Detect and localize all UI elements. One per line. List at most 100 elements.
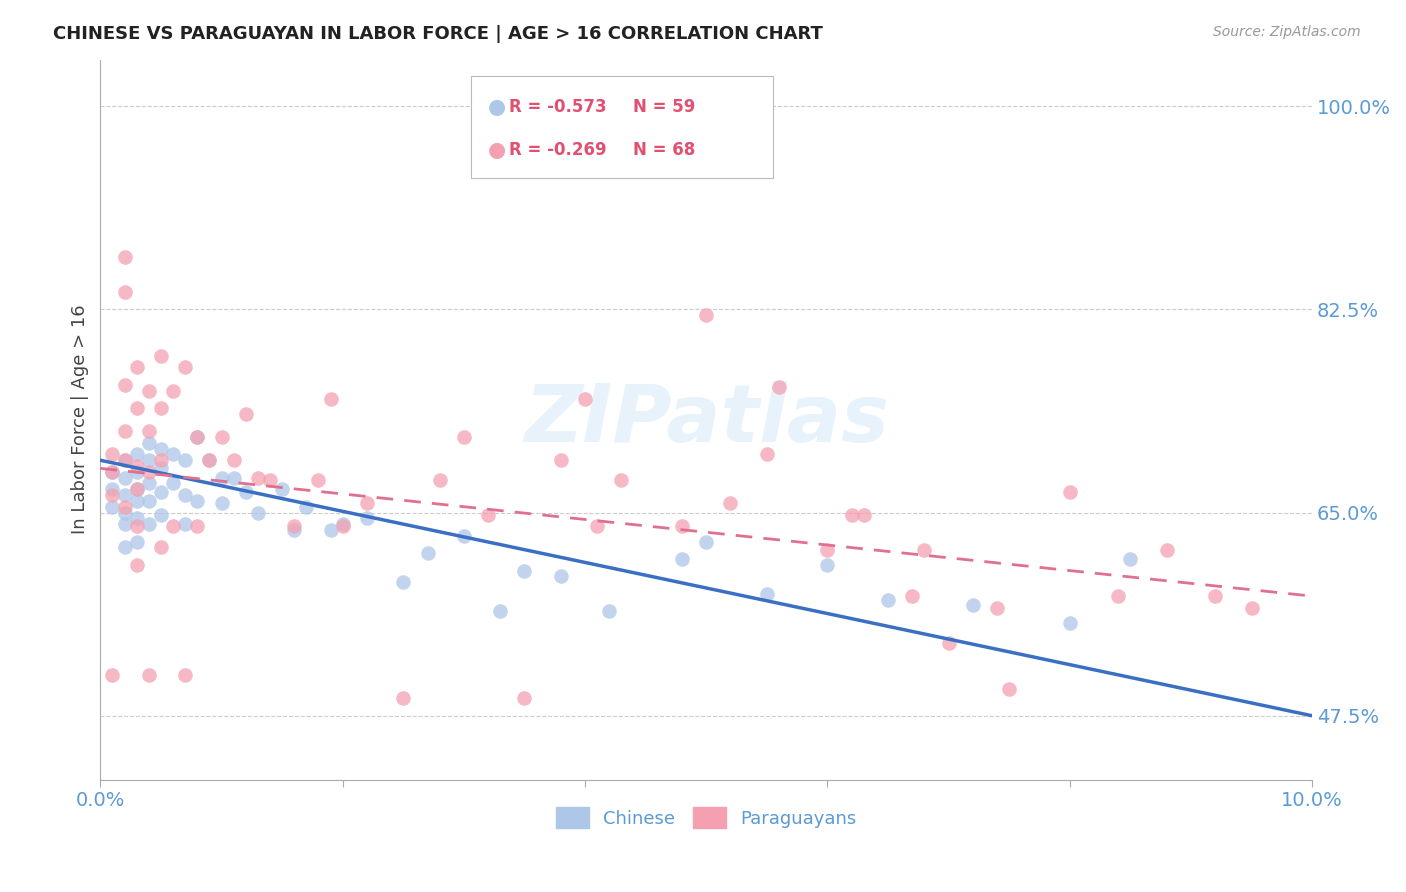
Point [114,250,136,264]
Point [174,668,197,682]
Point [671,552,693,566]
Point [101,465,124,479]
Point [125,511,148,525]
Y-axis label: In Labor Force | Age > 16: In Labor Force | Age > 16 [72,305,89,534]
Point [114,488,136,502]
Point [962,599,984,613]
Point [815,542,838,557]
Point [125,558,148,572]
Point [815,558,838,572]
Point [1156,542,1178,557]
Point [912,542,935,557]
Point [453,529,475,543]
Text: ●: ● [488,140,506,160]
Point [149,461,172,475]
Point [125,465,148,479]
Point [1240,600,1263,615]
Text: CHINESE VS PARAGUAYAN IN LABOR FORCE | AGE > 16 CORRELATION CHART: CHINESE VS PARAGUAYAN IN LABOR FORCE | A… [53,25,824,43]
Point [259,473,281,487]
Point [125,519,148,533]
Point [986,600,1008,615]
Point [720,496,742,510]
Point [1204,589,1226,603]
Point [138,465,160,479]
Point [586,519,609,533]
Point [114,471,136,485]
Text: R = -0.269: R = -0.269 [509,141,606,159]
Point [695,534,717,549]
Point [125,494,148,508]
Point [198,453,221,467]
Point [125,360,148,375]
Point [162,384,184,398]
Point [222,471,245,485]
Point [162,519,184,533]
Point [125,458,148,473]
Point [246,506,269,520]
Text: Source: ZipAtlas.com: Source: ZipAtlas.com [1213,25,1361,39]
Point [138,476,160,491]
Point [295,500,318,514]
Point [138,424,160,438]
Point [222,453,245,467]
Point [149,442,172,456]
Point [114,285,136,299]
Point [550,569,572,583]
Text: R = -0.573: R = -0.573 [509,97,606,116]
Point [610,473,633,487]
Point [114,541,136,555]
Point [1119,552,1142,566]
Point [356,496,378,510]
Point [332,519,354,533]
Point [1107,589,1129,603]
Point [198,453,221,467]
Point [235,407,257,421]
Point [138,384,160,398]
Legend: Chinese, Paraguayans: Chinese, Paraguayans [548,800,863,836]
Point [149,453,172,467]
Point [114,453,136,467]
Point [852,508,875,522]
Point [392,575,415,590]
Point [149,401,172,415]
Text: N = 68: N = 68 [633,141,695,159]
Point [768,380,790,394]
Point [211,471,233,485]
Point [332,517,354,532]
Point [671,519,693,533]
Text: ZIPatlas: ZIPatlas [524,381,889,458]
Point [246,471,269,485]
Point [186,430,208,444]
Point [114,424,136,438]
Point [138,668,160,682]
Point [1059,615,1081,630]
Point [998,681,1021,696]
Point [149,484,172,499]
Point [938,635,960,649]
Point [138,453,160,467]
Point [841,508,863,522]
Point [550,453,572,467]
Point [125,534,148,549]
Point [319,523,342,537]
Point [877,592,900,607]
Point [186,430,208,444]
Point [283,523,305,537]
Point [416,546,439,560]
Point [101,668,124,682]
Point [598,604,620,618]
Point [186,494,208,508]
Point [174,488,197,502]
Point [114,506,136,520]
Point [453,430,475,444]
Point [101,447,124,461]
Point [114,453,136,467]
Point [138,494,160,508]
Point [149,349,172,363]
Point [162,476,184,491]
Point [283,519,305,533]
Point [901,589,924,603]
Point [149,541,172,555]
Point [125,483,148,497]
Point [101,483,124,497]
